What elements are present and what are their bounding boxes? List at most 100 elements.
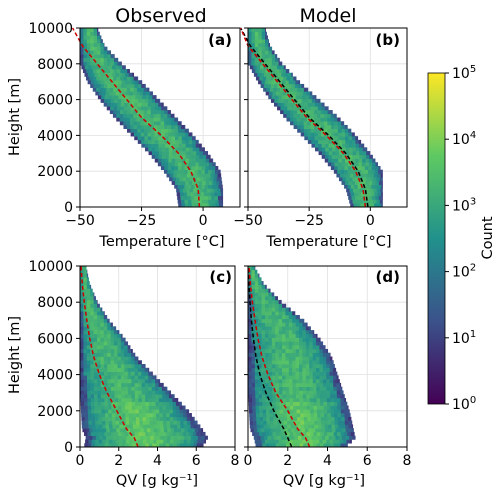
density-cell: [302, 368, 306, 372]
density-cell: [294, 417, 298, 421]
density-cell: [187, 417, 191, 421]
density-cell: [199, 155, 203, 159]
density-cell: [142, 398, 146, 402]
density-cell: [164, 166, 168, 170]
density-cell: [378, 166, 380, 170]
x-tick-label: −25: [294, 213, 324, 229]
density-cell: [156, 402, 160, 406]
density-cell: [164, 121, 168, 125]
density-cell: [90, 360, 94, 364]
density-cell: [204, 192, 208, 196]
density-cell: [144, 125, 148, 129]
density-cell: [187, 196, 191, 200]
density-cell: [142, 406, 146, 410]
density-cell: [199, 162, 203, 166]
density-cell: [135, 364, 139, 368]
density-cell: [114, 330, 118, 334]
density-cells: [248, 266, 356, 447]
density-cell: [275, 353, 279, 357]
density-cell: [112, 409, 116, 413]
density-cell: [173, 173, 177, 177]
density-cell: [342, 159, 346, 163]
density-cell: [344, 432, 348, 436]
density-cell: [143, 417, 147, 421]
density-cell: [251, 289, 255, 293]
density-cell: [107, 62, 111, 66]
density-cell: [275, 300, 279, 304]
density-cell: [124, 84, 128, 88]
density-cell: [308, 140, 312, 144]
density-cell: [303, 379, 307, 383]
density-cell: [146, 409, 150, 413]
density-cell: [319, 364, 323, 368]
density-cell: [275, 368, 279, 372]
density-cell: [348, 424, 352, 428]
density-cell: [152, 147, 156, 151]
density-cell: [306, 357, 310, 361]
density-cell: [186, 144, 190, 148]
density-cell: [117, 110, 121, 114]
density-cell: [279, 387, 283, 391]
density-cell: [193, 432, 197, 436]
density-cell: [313, 406, 317, 410]
density-cell: [103, 76, 107, 80]
density-cell: [262, 372, 266, 376]
density-cell: [371, 185, 375, 189]
density-cell: [135, 409, 139, 413]
density-cell: [296, 402, 300, 406]
density-cell: [87, 28, 91, 32]
density-cell: [118, 364, 122, 368]
density-cell: [93, 76, 97, 80]
density-cell: [136, 421, 140, 425]
density-cell: [340, 173, 344, 177]
density-cell: [172, 398, 176, 402]
density-cell: [120, 69, 124, 73]
density-cell: [203, 155, 207, 159]
density-cell: [319, 360, 323, 364]
density-cell: [99, 424, 103, 428]
density-cell: [83, 345, 87, 349]
density-cell: [299, 357, 303, 361]
density-cell: [104, 47, 108, 51]
density-cell: [348, 413, 351, 417]
density-cell: [345, 162, 349, 166]
density-cell: [81, 413, 85, 417]
density-cell: [255, 281, 259, 285]
density-cell: [330, 398, 334, 402]
density-cell: [118, 390, 122, 394]
density-cell: [335, 159, 339, 163]
density-cell: [330, 357, 333, 361]
density-cell: [80, 387, 84, 391]
density-cell: [253, 65, 257, 69]
density-cell: [330, 390, 334, 394]
density-cell: [279, 338, 283, 342]
density-cell: [279, 372, 283, 376]
density-cell: [335, 136, 339, 140]
density-cell: [351, 192, 355, 196]
density-cell: [115, 417, 119, 421]
density-cell: [328, 144, 332, 148]
density-cell: [98, 432, 102, 436]
density-cell: [123, 121, 127, 125]
density-cell: [264, 73, 268, 77]
density-cell: [267, 428, 271, 432]
density-cell: [110, 103, 114, 107]
density-cell: [328, 140, 332, 144]
density-cell: [104, 319, 108, 323]
density-cell: [268, 296, 272, 300]
density-cell: [265, 285, 267, 289]
density-cell: [313, 379, 317, 383]
density-cell: [262, 54, 266, 58]
density-cell: [97, 390, 101, 394]
density-cell: [275, 319, 279, 323]
density-cell: [92, 439, 96, 443]
density-cell: [272, 326, 276, 330]
density-cell: [260, 65, 264, 69]
density-cell: [253, 413, 257, 417]
density-cell: [265, 345, 269, 349]
density-cell: [314, 421, 318, 425]
density-cell: [333, 368, 336, 372]
density-cell: [171, 121, 175, 125]
density-cell: [104, 84, 108, 88]
density-cell: [345, 417, 349, 421]
